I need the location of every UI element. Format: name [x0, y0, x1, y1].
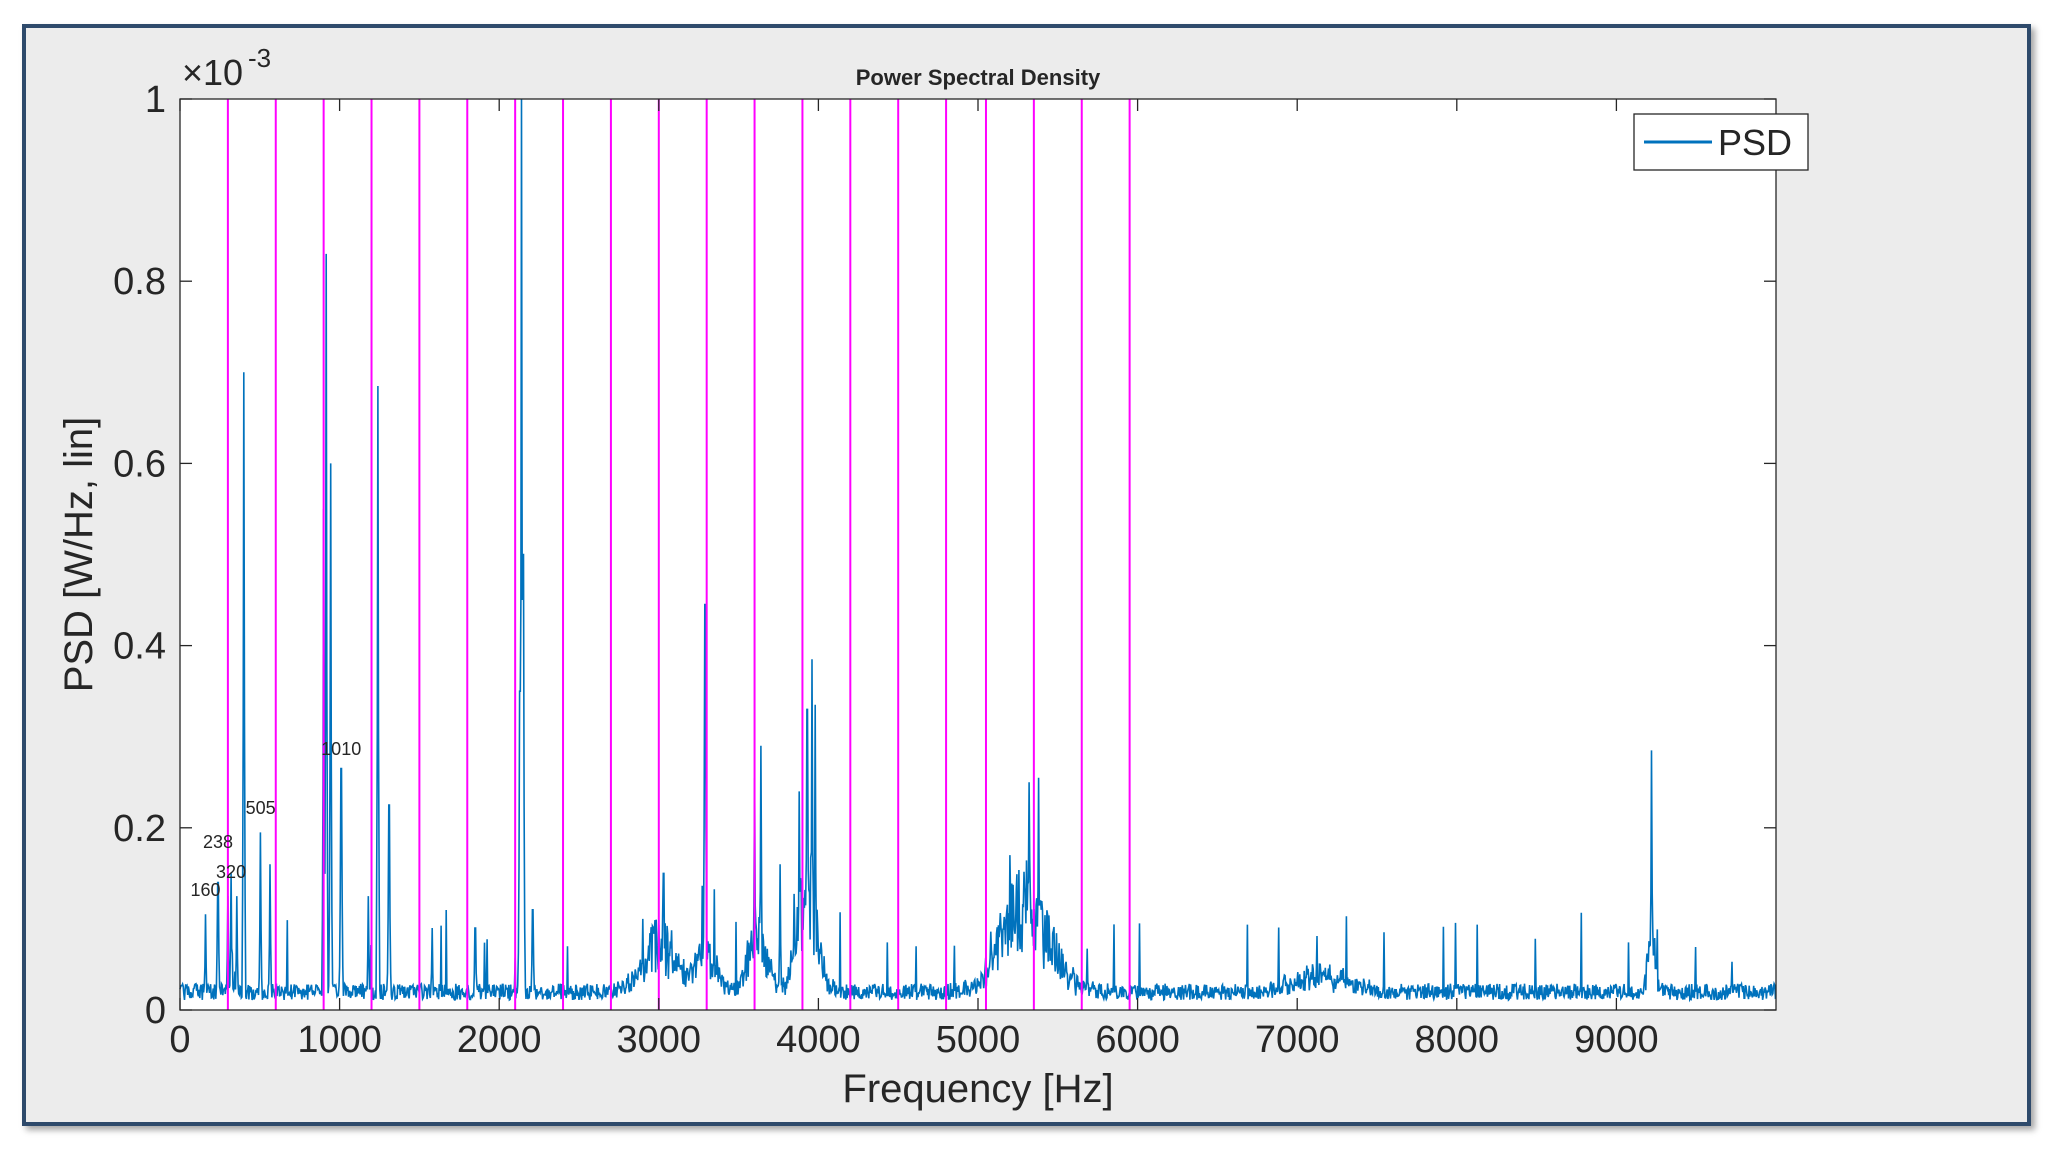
- peak-annotation-160: 160: [191, 880, 221, 900]
- peak-annotation-505: 505: [246, 798, 276, 818]
- chart-title: Power Spectral Density: [856, 65, 1101, 90]
- figure-frame: 0 1000 2000 3000 4000 5000 6000 7000 8000 9000 0 0.…: [22, 24, 2031, 1126]
- x-tick-label: 8000: [1415, 1019, 1500, 1061]
- y-tick-label: 0.4: [113, 626, 166, 668]
- psd-series-line: [179, 98, 1777, 1003]
- y-tick-label: 0.6: [113, 443, 166, 485]
- x-tick-label: 3000: [617, 1019, 702, 1061]
- y-axis-exponent-label: ×10: [182, 52, 243, 93]
- x-tick-label: 1000: [297, 1019, 382, 1061]
- y-tick-label: 0.2: [113, 808, 166, 850]
- x-tick-label: 9000: [1574, 1019, 1659, 1061]
- peak-annotation-238: 238: [203, 832, 233, 852]
- y-tick-label: 1: [145, 79, 166, 121]
- plot-area: [180, 99, 1776, 1010]
- y-axis-exponent-power: -3: [248, 43, 271, 73]
- x-tick-label: 0: [169, 1019, 190, 1061]
- peak-annotation-320: 320: [216, 862, 246, 882]
- x-tick-label: 7000: [1255, 1019, 1340, 1061]
- x-tick-label: 6000: [1095, 1019, 1180, 1061]
- x-tick-label: 4000: [776, 1019, 861, 1061]
- y-axis-label: PSD [W/Hz, lin]: [57, 417, 101, 693]
- legend-label-psd: PSD: [1718, 122, 1792, 163]
- x-tick-label: 5000: [936, 1019, 1021, 1061]
- x-axis-label: Frequency [Hz]: [842, 1067, 1113, 1111]
- y-tick-label: 0: [145, 990, 166, 1032]
- psd-chart: 0 1000 2000 3000 4000 5000 6000 7000 8000 9000 0 0.…: [57, 43, 1809, 1111]
- x-tick-label: 2000: [457, 1019, 542, 1061]
- y-tick-label: 0.8: [113, 261, 166, 303]
- peak-annotation-1010: 1010: [321, 739, 361, 759]
